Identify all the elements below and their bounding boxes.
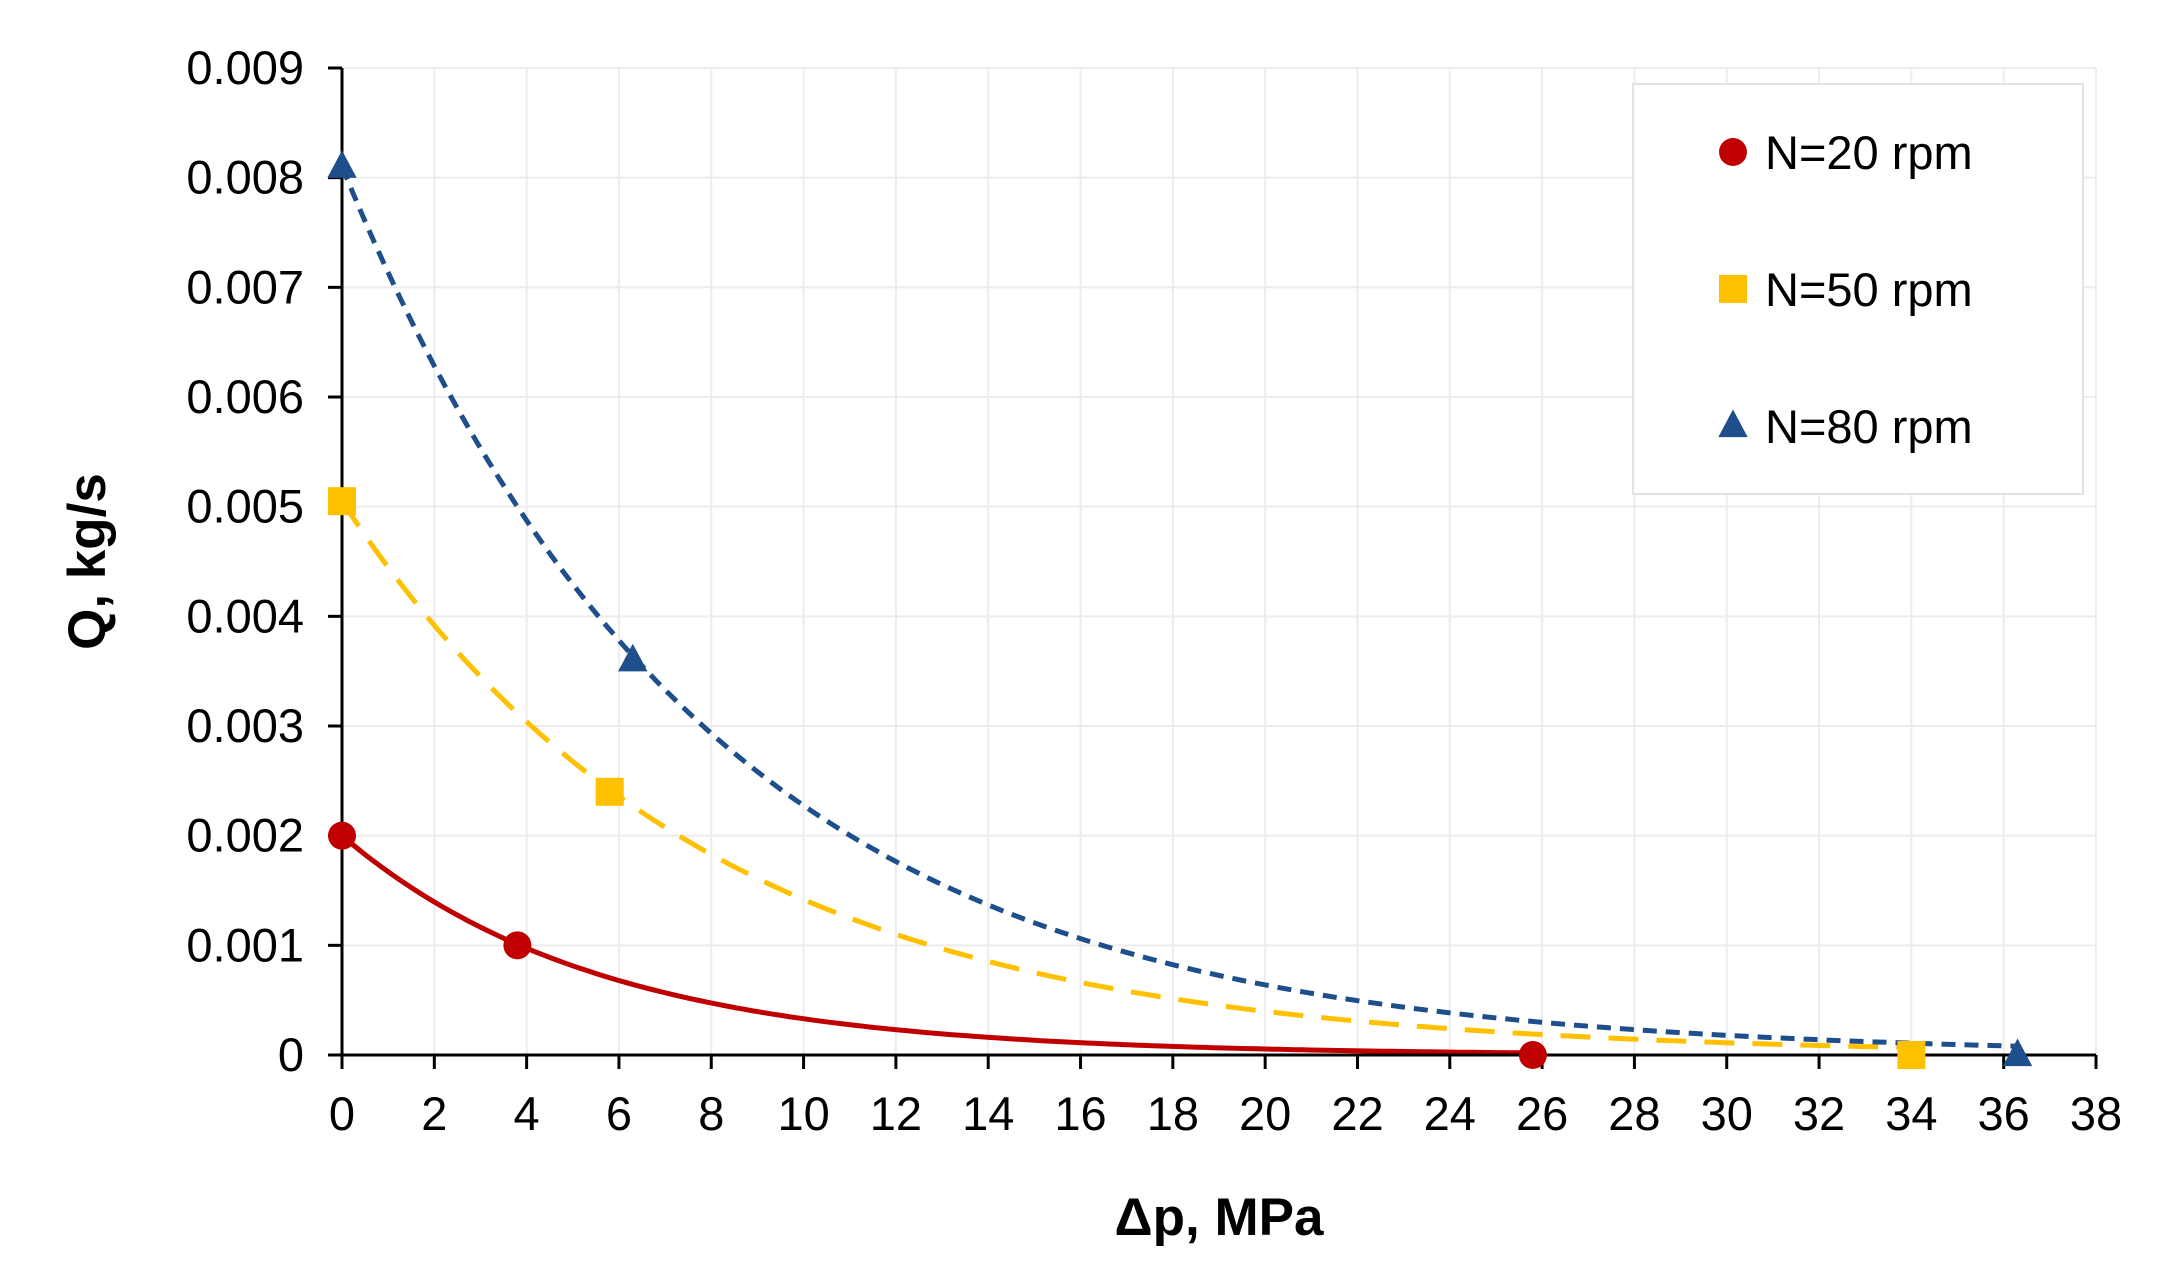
legend-marker-circle <box>1719 138 1747 166</box>
y-tick-label: 0.002 <box>186 809 304 862</box>
x-tick-label: 26 <box>1516 1087 1568 1140</box>
x-tick-label: 10 <box>777 1087 829 1140</box>
y-tick-label: 0.005 <box>186 480 304 533</box>
x-tick-label: 34 <box>1885 1087 1937 1140</box>
data-point-circle <box>503 931 532 960</box>
y-tick-label: 0.007 <box>186 260 304 313</box>
data-point-triangle <box>618 643 648 672</box>
y-tick-label: 0.006 <box>186 370 304 423</box>
legend: N=20 rpm N=50 rpm N=80 rpm <box>1632 83 2084 495</box>
y-tick-label: 0.004 <box>186 589 304 642</box>
y-tick-label: 0.009 <box>186 41 304 94</box>
x-tick-label: 8 <box>698 1087 724 1140</box>
x-tick-label: 28 <box>1608 1087 1660 1140</box>
x-tick-label: 14 <box>962 1087 1014 1140</box>
x-tick-label: 2 <box>421 1087 447 1140</box>
x-tick-label: 24 <box>1424 1087 1476 1140</box>
y-tick-label: 0.003 <box>186 699 304 752</box>
legend-label: N=50 rpm <box>1765 263 1973 316</box>
legend-label: N=20 rpm <box>1765 126 1973 179</box>
data-point-circle <box>328 821 356 850</box>
data-point-triangle <box>2002 1038 2033 1067</box>
x-tick-label: 6 <box>606 1087 632 1140</box>
x-tick-label: 0 <box>329 1087 355 1140</box>
data-point-square <box>1897 1041 1926 1069</box>
x-tick-label: 12 <box>870 1087 922 1140</box>
y-tick-label: 0.008 <box>186 151 304 204</box>
fit-curve-n-20-rpm <box>340 833 1533 1056</box>
y-tick-label: 0 <box>278 1028 304 1081</box>
x-tick-label: 22 <box>1331 1087 1383 1140</box>
x-tick-label: 18 <box>1147 1087 1199 1140</box>
legend-marker-square <box>1719 275 1747 303</box>
fit-curve-n-80-rpm <box>339 165 2018 1049</box>
legend-box <box>1632 83 2084 495</box>
x-tick-label: 20 <box>1239 1087 1291 1140</box>
legend-marker-triangle <box>1718 409 1748 438</box>
x-tick-label: 4 <box>514 1087 540 1140</box>
x-tick-label: 16 <box>1054 1087 1106 1140</box>
data-point-circle <box>1518 1041 1547 1069</box>
data-point-square <box>328 487 356 516</box>
x-tick-label: 36 <box>1978 1087 2030 1140</box>
x-tick-label: 38 <box>2070 1087 2122 1140</box>
x-tick-label: 32 <box>1793 1087 1845 1140</box>
tick-labels: 0 2 4 6 8 10 12 14 16 18 20 22 24 26 28 30 32 34 36 3800.00… <box>186 41 2122 1140</box>
y-axis-title: Q, kg/s <box>58 473 117 650</box>
legend-label: N=80 rpm <box>1765 400 1973 453</box>
y-tick-label: 0.001 <box>186 918 304 971</box>
data-point-triangle <box>327 150 357 178</box>
x-axis-title: Δp, MPa <box>1115 1188 1324 1247</box>
data-point-square <box>595 777 624 806</box>
x-tick-label: 30 <box>1701 1087 1753 1140</box>
data-markers <box>327 150 2033 1069</box>
